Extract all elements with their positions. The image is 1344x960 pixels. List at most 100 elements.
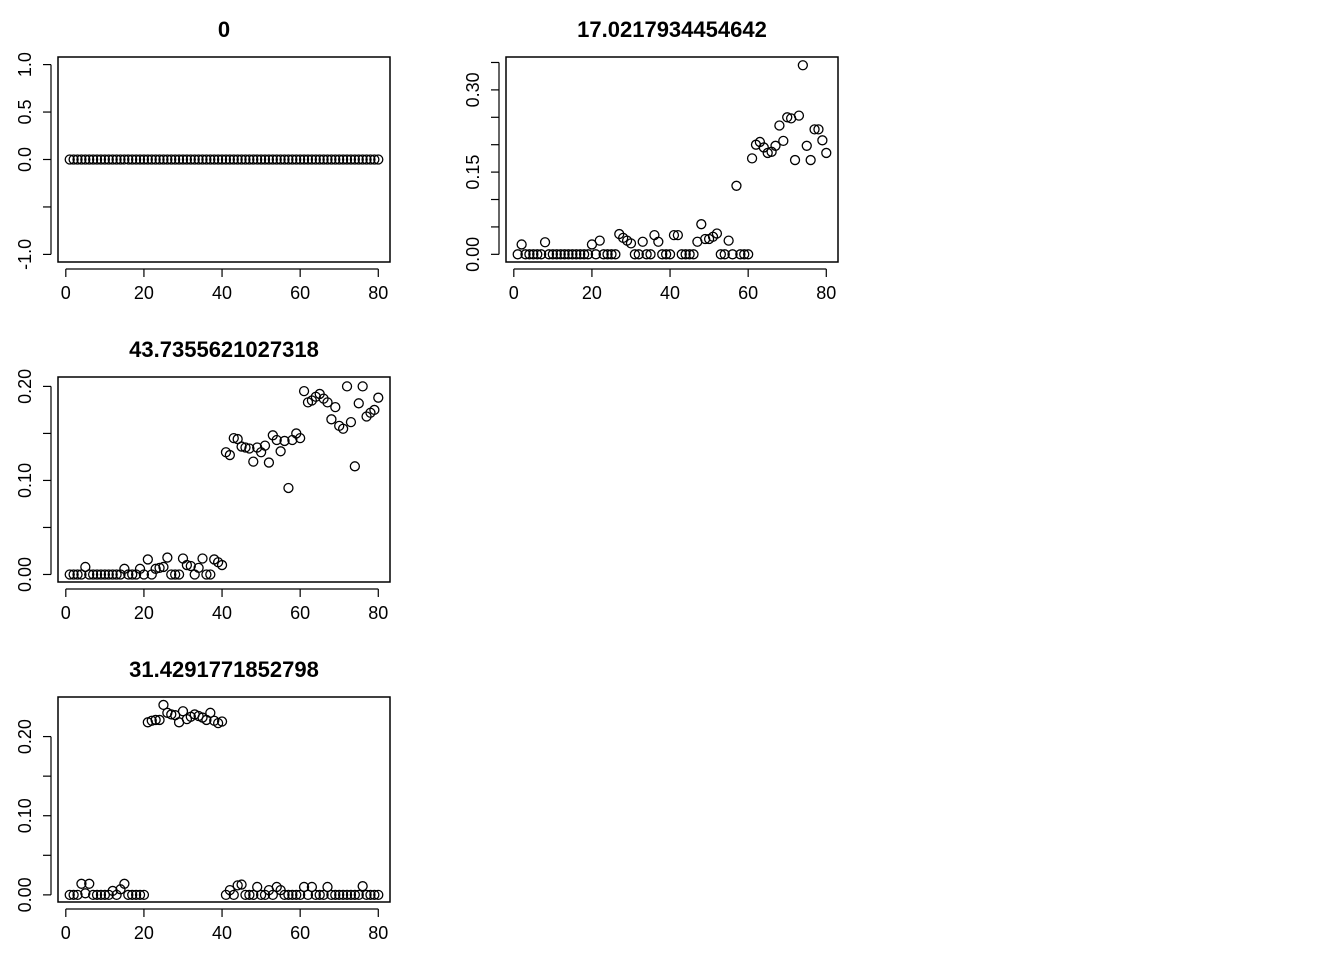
data-point xyxy=(115,154,126,165)
data-point xyxy=(582,249,594,260)
data-point xyxy=(322,397,333,408)
x-tick-label: 20 xyxy=(582,283,602,303)
data-point xyxy=(567,249,578,260)
data-point xyxy=(177,553,189,564)
data-point xyxy=(353,154,364,165)
data-point xyxy=(283,889,294,901)
data-point xyxy=(232,154,243,165)
data-point xyxy=(185,560,196,572)
data-point xyxy=(793,110,805,121)
data-point xyxy=(817,135,828,146)
data-point xyxy=(637,236,648,247)
data-point xyxy=(170,154,181,165)
data-point xyxy=(103,154,114,165)
data-point xyxy=(326,889,337,901)
data-point xyxy=(326,414,337,425)
data-point xyxy=(263,457,275,468)
data-point xyxy=(72,889,83,901)
data-point xyxy=(216,559,228,571)
x-tick-label: 40 xyxy=(212,283,232,303)
data-point xyxy=(84,878,95,889)
data-point xyxy=(330,154,341,165)
data-point xyxy=(91,154,103,165)
data-point xyxy=(357,881,368,892)
data-point xyxy=(205,569,216,580)
data-point xyxy=(645,249,656,260)
data-point xyxy=(680,249,691,260)
data-point xyxy=(688,249,699,260)
panel-title: 31.4291771852798 xyxy=(129,657,319,682)
data-point xyxy=(193,154,204,165)
panel-title: 43.7355621027318 xyxy=(129,337,319,362)
plot-frame xyxy=(57,696,391,903)
data-point xyxy=(279,889,290,901)
x-axis: 0 20 40 60 80 xyxy=(61,908,388,943)
data-points xyxy=(512,60,832,260)
data-point xyxy=(801,140,812,151)
data-point xyxy=(302,154,314,165)
data-point xyxy=(91,889,103,901)
x-tick-label: 80 xyxy=(816,283,836,303)
data-point xyxy=(68,154,79,165)
data-point xyxy=(181,154,193,165)
data-point xyxy=(275,154,286,165)
data-point xyxy=(76,154,87,165)
x-axis: 0 20 40 60 80 xyxy=(61,268,388,303)
data-point xyxy=(543,249,555,260)
data-point xyxy=(528,249,539,260)
data-point xyxy=(228,889,239,901)
data-point xyxy=(295,154,306,165)
x-tick-label: 0 xyxy=(61,603,71,623)
panel-title: 0 xyxy=(218,17,230,42)
data-point xyxy=(209,154,220,165)
x-tick-label: 0 xyxy=(509,283,519,303)
data-point xyxy=(610,249,621,260)
data-point xyxy=(711,228,723,239)
y-tick-label: 0.5 xyxy=(15,100,35,125)
data-point xyxy=(127,154,138,165)
data-point xyxy=(322,154,333,165)
data-point xyxy=(369,889,380,901)
data-point xyxy=(146,715,157,726)
data-point xyxy=(369,154,380,165)
data-point xyxy=(134,889,146,901)
data-point xyxy=(84,569,95,580)
data-point xyxy=(72,569,83,580)
data-point xyxy=(166,569,177,580)
data-point xyxy=(244,443,255,454)
data-point xyxy=(95,154,107,165)
plot-frame xyxy=(57,56,391,263)
data-point xyxy=(220,154,232,165)
data-point xyxy=(512,249,523,260)
data-point xyxy=(283,482,294,494)
data-point xyxy=(142,154,153,165)
y-tick-label: 0.0 xyxy=(15,147,35,172)
data-point xyxy=(306,881,318,893)
data-point xyxy=(657,249,668,260)
data-point xyxy=(516,239,527,250)
data-point xyxy=(625,238,637,249)
data-point xyxy=(240,889,251,901)
data-point xyxy=(813,124,824,135)
data-point xyxy=(99,154,111,165)
data-point xyxy=(700,233,711,245)
data-point xyxy=(539,237,551,248)
data-point xyxy=(158,154,169,165)
x-axis: 0 20 40 60 80 xyxy=(61,588,388,623)
y-tick-label: 0.00 xyxy=(15,557,35,592)
data-point xyxy=(345,154,357,165)
data-point xyxy=(789,154,801,166)
x-tick-label: 60 xyxy=(290,283,310,303)
data-point xyxy=(287,154,298,165)
data-point xyxy=(267,889,278,901)
data-point xyxy=(298,154,310,165)
data-point xyxy=(240,154,251,165)
data-point xyxy=(72,154,83,165)
data-point xyxy=(130,889,142,901)
data-point xyxy=(774,120,785,131)
data-point xyxy=(295,889,306,901)
data-point xyxy=(130,154,142,165)
data-point xyxy=(743,249,754,260)
data-point xyxy=(676,249,687,260)
